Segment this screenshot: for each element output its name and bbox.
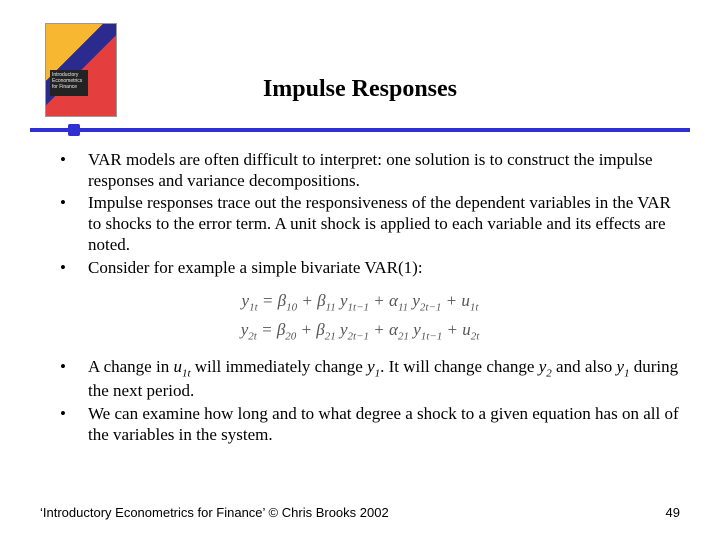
eq-var: y	[408, 291, 420, 310]
bullet-item: Consider for example a simple bivariate …	[40, 258, 680, 279]
equations-block: y1t = β10 + β11 y1t−1 + α11 y2t−1 + u1t …	[40, 288, 680, 345]
bullet-item: VAR models are often difficult to interp…	[40, 150, 680, 191]
page-number: 49	[666, 505, 680, 520]
slide-footer: ‘Introductory Econometrics for Finance’ …	[40, 505, 680, 520]
eq-var: β	[277, 320, 285, 339]
slide-body: VAR models are often difficult to interp…	[40, 150, 680, 447]
bullet-list-top: VAR models are often difficult to interp…	[40, 150, 680, 278]
eq-var: β	[278, 291, 286, 310]
eq-var: y	[242, 291, 250, 310]
equation-line: y2t = β20 + β21 y2t−1 + α21 y1t−1 + u2t	[40, 317, 680, 345]
equation-line: y1t = β10 + β11 y1t−1 + α11 y2t−1 + u1t	[40, 288, 680, 316]
footer-copyright: ‘Introductory Econometrics for Finance’ …	[40, 505, 389, 520]
bullet-item: A change in u1t will immediately change …	[40, 357, 680, 402]
eq-var: α	[389, 291, 398, 310]
bullet-list-bottom: A change in u1t will immediately change …	[40, 357, 680, 445]
eq-var: β	[316, 320, 324, 339]
eq-var: y	[409, 320, 421, 339]
eq-var: u	[461, 291, 470, 310]
bullet-item: We can examine how long and to what degr…	[40, 404, 680, 445]
title-divider	[30, 128, 690, 132]
eq-var: u	[462, 320, 471, 339]
eq-var: y	[336, 291, 348, 310]
eq-var: α	[389, 320, 398, 339]
bullet-item: Impulse responses trace out the responsi…	[40, 193, 680, 255]
eq-var: β	[317, 291, 325, 310]
slide-title: Impulse Responses	[0, 76, 720, 103]
eq-var: y	[336, 320, 348, 339]
